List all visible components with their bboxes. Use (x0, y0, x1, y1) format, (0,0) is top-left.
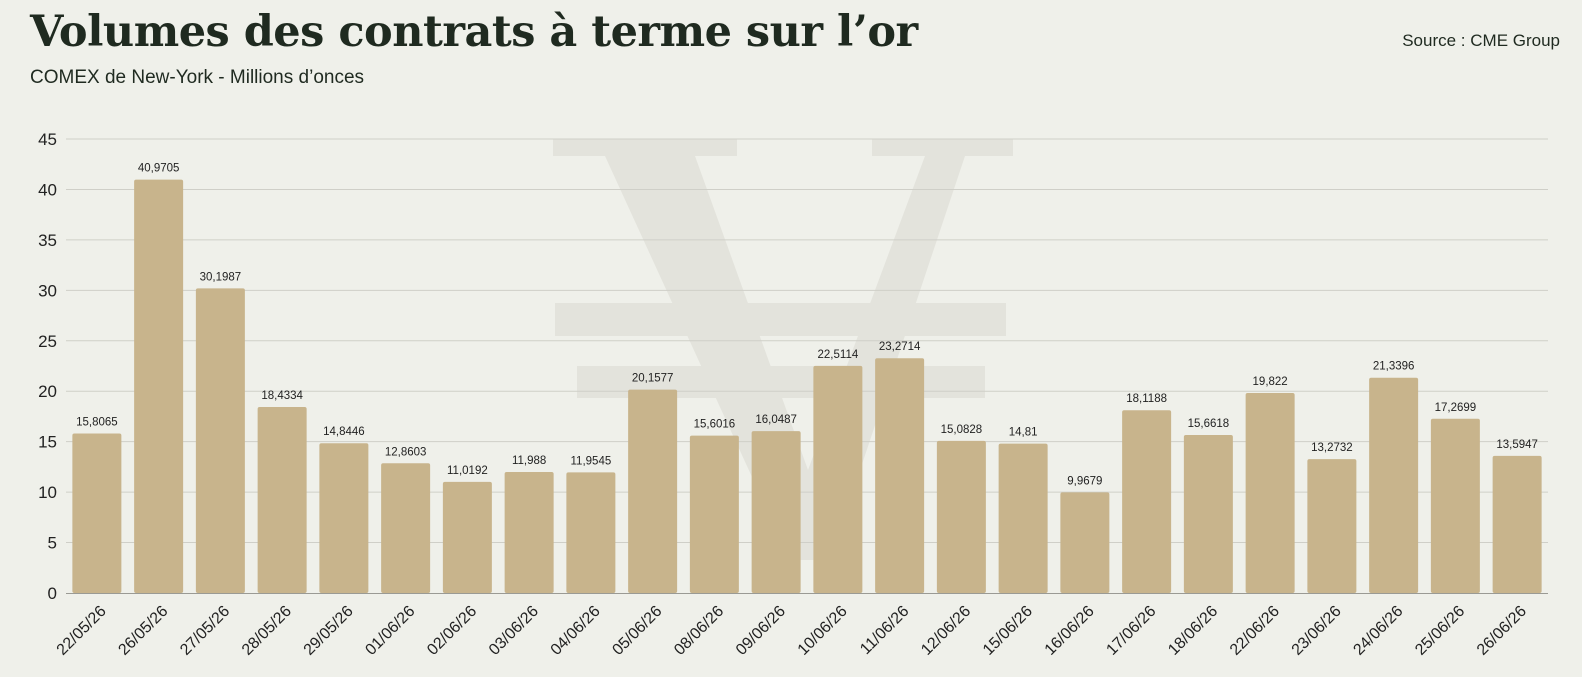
x-tick-label: 29/05/26 (301, 603, 357, 659)
x-tick-label: 09/06/26 (733, 603, 789, 659)
watermark-bar-upper (555, 303, 1006, 336)
x-tick-label: 10/06/26 (795, 603, 851, 659)
bar (751, 431, 801, 593)
y-axis-ticks: 0 5 10 15 20 25 30 35 40 45 (38, 130, 57, 603)
bar (381, 463, 431, 593)
chart-title: Volumes des contrats à terme sur l’or (30, 7, 918, 57)
bar (813, 365, 863, 593)
data-label: 15,0828 (941, 424, 983, 436)
x-tick-label: 22/05/26 (54, 603, 110, 659)
y-tick-label: 45 (38, 130, 57, 149)
x-tick-label: 22/06/26 (1227, 603, 1283, 659)
x-tick-label: 05/06/26 (609, 603, 665, 659)
x-tick-label: 15/06/26 (980, 603, 1036, 659)
bar (1245, 393, 1295, 593)
bar (319, 443, 369, 593)
data-label: 20,1577 (632, 373, 674, 385)
x-tick-label: 16/06/26 (1042, 603, 1098, 659)
x-tick-label: 24/06/26 (1350, 603, 1406, 659)
source-note: Source : CME Group (1402, 31, 1560, 50)
bar (257, 407, 307, 593)
value-labels: 15,8065 40,9705 30,1987 18,4334 14,8446 12,86… (76, 163, 1538, 488)
bar (998, 443, 1048, 593)
x-tick-label: 26/06/26 (1474, 603, 1530, 659)
bar (1430, 418, 1480, 593)
y-tick-label: 40 (38, 180, 57, 199)
data-label: 11,9545 (571, 455, 612, 467)
data-label: 15,6016 (694, 419, 736, 431)
data-label: 14,8446 (323, 426, 365, 438)
bar (134, 179, 184, 593)
y-tick-label: 15 (38, 433, 57, 452)
bar (1183, 434, 1233, 593)
bar (689, 435, 739, 593)
y-tick-label: 35 (38, 231, 57, 250)
y-tick-label: 10 (38, 483, 57, 502)
x-tick-label: 25/06/26 (1412, 603, 1468, 659)
x-tick-label: 28/05/26 (239, 603, 295, 659)
watermark-shape (553, 139, 1013, 560)
y-tick-label: 20 (38, 382, 57, 401)
x-tick-label: 02/06/26 (424, 603, 480, 659)
data-label: 18,1188 (1126, 393, 1167, 405)
data-label: 15,6618 (1188, 418, 1230, 430)
bar (1307, 459, 1357, 593)
y-tick-label: 5 (48, 534, 57, 553)
data-label: 13,2732 (1311, 442, 1353, 454)
data-label: 11,988 (512, 455, 546, 467)
y-tick-label: 30 (38, 281, 57, 300)
y-tick-label: 25 (38, 332, 57, 351)
bar (72, 433, 122, 593)
bar (504, 472, 554, 593)
bar (442, 481, 492, 593)
x-tick-label: 18/06/26 (1165, 603, 1221, 659)
data-label: 23,2714 (879, 341, 921, 353)
y-tick-label: 0 (48, 584, 57, 603)
data-label: 14,81 (1009, 427, 1038, 439)
data-label: 17,2699 (1435, 402, 1477, 414)
x-tick-label: 27/05/26 (177, 603, 233, 659)
bars (72, 179, 1542, 593)
bar (1060, 492, 1110, 593)
data-label: 40,9705 (138, 163, 180, 175)
y-gridlines (66, 138, 1548, 544)
x-tick-label: 04/06/26 (548, 603, 604, 659)
x-axis-labels: 22/05/26 26/05/26 27/05/26 28/05/26 29/05/26… (54, 603, 1530, 659)
bar (1122, 410, 1172, 593)
data-label: 19,822 (1253, 376, 1288, 388)
x-tick-label: 17/06/26 (1103, 603, 1159, 659)
bar (936, 440, 986, 593)
x-tick-label: 23/06/26 (1289, 603, 1345, 659)
data-label: 13,5947 (1496, 439, 1538, 451)
x-tick-label: 26/05/26 (115, 603, 171, 659)
data-label: 11,0192 (447, 465, 488, 477)
data-label: 22,5114 (818, 349, 859, 361)
data-label: 9,9679 (1067, 475, 1102, 487)
x-tick-label: 12/06/26 (918, 603, 974, 659)
x-tick-label: 11/06/26 (857, 603, 912, 658)
chart-subtitle: COMEX de New-York - Millions d’onces (30, 67, 365, 88)
bar (1369, 377, 1419, 593)
x-tick-label: 08/06/26 (671, 603, 727, 659)
data-label: 21,3396 (1373, 361, 1415, 373)
bar (566, 472, 616, 593)
x-tick-label: 03/06/26 (486, 603, 542, 659)
bar (1492, 455, 1542, 593)
data-label: 12,8603 (385, 446, 427, 458)
bar (875, 358, 925, 593)
data-label: 16,0487 (755, 414, 797, 426)
data-label: 18,4334 (261, 390, 303, 402)
data-label: 30,1987 (200, 271, 242, 283)
bar (195, 288, 245, 593)
x-tick-label: 01/06/26 (362, 603, 418, 659)
data-label: 15,8065 (76, 417, 118, 429)
bar (628, 389, 678, 593)
